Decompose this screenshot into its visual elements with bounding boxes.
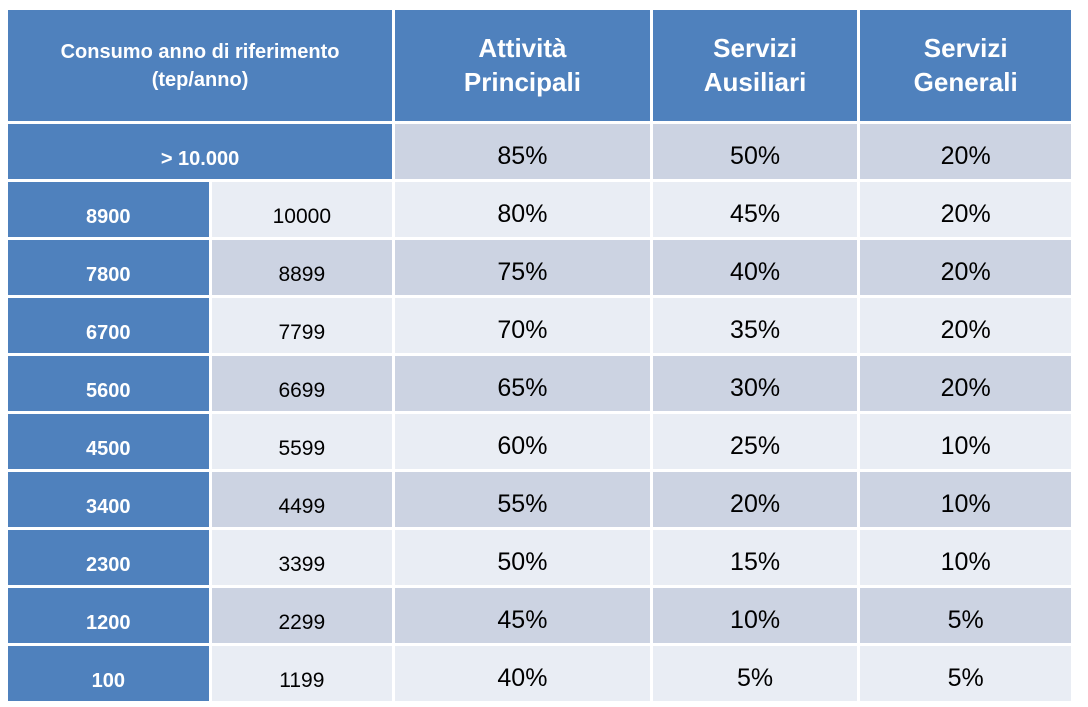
ausiliari-cell: 50% <box>652 124 858 179</box>
attivita-cell: 65% <box>395 356 650 411</box>
range-from-cell: 4500 <box>8 414 209 469</box>
attivita-cell: 60% <box>395 414 650 469</box>
header-attivita-principali: Attività Principali <box>395 10 650 121</box>
range-from-cell: 6700 <box>8 298 209 353</box>
ausiliari-cell: 10% <box>652 588 858 643</box>
table-header-row: Consumo anno di riferimento (tep/anno) A… <box>8 10 1071 121</box>
attivita-cell: 40% <box>395 646 650 701</box>
range-to-cell: 7799 <box>211 298 393 353</box>
range-cell-full: > 10.000 <box>8 124 393 179</box>
range-from-cell: 8900 <box>8 182 209 237</box>
header-ausiliari-label: Servizi Ausiliari <box>703 32 807 97</box>
ausiliari-cell: 5% <box>652 646 858 701</box>
generali-cell: 5% <box>860 588 1071 643</box>
attivita-cell: 70% <box>395 298 650 353</box>
attivita-cell: 50% <box>395 530 650 585</box>
table-row: 2300 3399 50% 15% 10% <box>8 530 1071 585</box>
table-row: 100 1199 40% 5% 5% <box>8 646 1071 701</box>
generali-cell: 20% <box>860 356 1071 411</box>
generali-cell: 20% <box>860 298 1071 353</box>
ausiliari-cell: 15% <box>652 530 858 585</box>
header-attivita-label: Attività Principali <box>463 32 581 97</box>
header-servizi-generali: Servizi Generali <box>860 10 1071 121</box>
generali-cell: 5% <box>860 646 1071 701</box>
range-to-cell: 4499 <box>211 472 393 527</box>
table-row: 3400 4499 55% 20% 10% <box>8 472 1071 527</box>
ausiliari-cell: 40% <box>652 240 858 295</box>
table-row: 4500 5599 60% 25% 10% <box>8 414 1071 469</box>
range-to-cell: 10000 <box>211 182 393 237</box>
table-row: 5600 6699 65% 30% 20% <box>8 356 1071 411</box>
ausiliari-cell: 20% <box>652 472 858 527</box>
table-row: > 10.000 85% 50% 20% <box>8 124 1071 179</box>
table-row: 8900 10000 80% 45% 20% <box>8 182 1071 237</box>
header-consumption: Consumo anno di riferimento (tep/anno) <box>8 10 393 121</box>
range-to-cell: 2299 <box>211 588 393 643</box>
range-from-cell: 7800 <box>8 240 209 295</box>
range-to-cell: 5599 <box>211 414 393 469</box>
range-from-cell: 5600 <box>8 356 209 411</box>
range-from-cell: 3400 <box>8 472 209 527</box>
header-consumption-label: Consumo anno di riferimento (tep/anno) <box>60 40 340 91</box>
table-row: 1200 2299 45% 10% 5% <box>8 588 1071 643</box>
attivita-cell: 45% <box>395 588 650 643</box>
attivita-cell: 75% <box>395 240 650 295</box>
range-to-cell: 8899 <box>211 240 393 295</box>
generali-cell: 10% <box>860 414 1071 469</box>
range-from-cell: 100 <box>8 646 209 701</box>
generali-cell: 10% <box>860 472 1071 527</box>
attivita-cell: 85% <box>395 124 650 179</box>
consumption-table: Consumo anno di riferimento (tep/anno) A… <box>5 7 1074 704</box>
attivita-cell: 55% <box>395 472 650 527</box>
range-from-cell: 2300 <box>8 530 209 585</box>
header-generali-label: Servizi Generali <box>913 32 1018 97</box>
generali-cell: 20% <box>860 240 1071 295</box>
range-to-cell: 3399 <box>211 530 393 585</box>
header-servizi-ausiliari: Servizi Ausiliari <box>652 10 858 121</box>
range-from-cell: 1200 <box>8 588 209 643</box>
range-to-cell: 1199 <box>211 646 393 701</box>
generali-cell: 20% <box>860 182 1071 237</box>
attivita-cell: 80% <box>395 182 650 237</box>
ausiliari-cell: 45% <box>652 182 858 237</box>
range-to-cell: 6699 <box>211 356 393 411</box>
ausiliari-cell: 25% <box>652 414 858 469</box>
ausiliari-cell: 35% <box>652 298 858 353</box>
table-row: 7800 8899 75% 40% 20% <box>8 240 1071 295</box>
generali-cell: 20% <box>860 124 1071 179</box>
generali-cell: 10% <box>860 530 1071 585</box>
table-row: 6700 7799 70% 35% 20% <box>8 298 1071 353</box>
ausiliari-cell: 30% <box>652 356 858 411</box>
